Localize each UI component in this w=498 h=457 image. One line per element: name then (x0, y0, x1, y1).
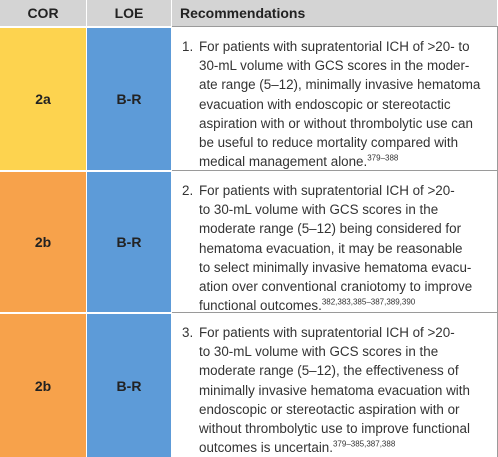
line-text: to 30-mL volume with GCS scores in the (199, 344, 439, 360)
text-line: minimally invasive hematoma evacuation w… (199, 381, 491, 400)
line-text: endoscopic or stereotactic aspiration wi… (199, 401, 460, 417)
line-text: functional outcomes. (199, 298, 322, 314)
header-cor: COR (0, 0, 87, 26)
reference: 379–388 (367, 153, 399, 163)
item-number: 2. (182, 183, 194, 198)
text-line: outcomes is uncertain.379–385,387,388 (199, 438, 491, 457)
line-text: moderate range (5–12), the effectiveness… (199, 363, 459, 379)
line-text: minimally invasive hematoma evacuation w… (199, 382, 470, 398)
line-text: For patients with supratentorial ICH of … (199, 325, 455, 340)
line-text: aspiration with or without thrombolytic … (199, 115, 473, 131)
recommendation-text: For patients with supratentorial ICH of … (199, 181, 491, 315)
loe-cell: B-R (87, 170, 172, 312)
text-line: aspiration with or without thrombolytic … (199, 114, 491, 133)
item-number: 3. (182, 325, 194, 340)
text-line: For patients with supratentorial ICH of … (199, 181, 491, 200)
cor-cell: 2b (0, 170, 87, 312)
text-line: moderate range (5–12) being considered f… (199, 219, 491, 238)
line-text: For patients with supratentorial ICH of … (199, 39, 470, 54)
reference: 379–385,387,388 (332, 439, 396, 449)
line-text: be useful to reduce mortality compared w… (199, 135, 459, 151)
line-text: 30-mL volume with GCS scores in the mode… (199, 58, 470, 74)
line-text: without thrombolytic use to improve func… (199, 421, 470, 437)
cor-cell: 2b (0, 312, 87, 457)
line-text: ation over conventional craniotomy to im… (199, 279, 473, 295)
recommendation-text: For patients with supratentorial ICH of … (199, 37, 491, 171)
text-line: functional outcomes.382,383,385–387,389,… (199, 296, 491, 315)
text-line: 30-mL volume with GCS scores in the mode… (199, 56, 491, 75)
header-loe: LOE (87, 0, 172, 26)
text-line: ation over conventional craniotomy to im… (199, 277, 491, 296)
cor-cell: 2a (0, 26, 87, 170)
text-line: For patients with supratentorial ICH of … (199, 37, 491, 56)
text-line: evacuation with endoscopic or stereotact… (199, 95, 491, 114)
recommendation-cell: 2. For patients with supratentorial ICH o… (172, 170, 498, 315)
line-text: hematoma evacuation, it may be reasonabl… (199, 240, 463, 256)
recommendation-cell: 3. For patients with supratentorial ICH o… (172, 312, 498, 457)
line-text: outcomes is uncertain. (199, 440, 333, 456)
text-line: For patients with supratentorial ICH of … (199, 323, 491, 342)
loe-cell: B-R (87, 26, 172, 170)
text-line: ate range (5–12), minimally invasive hem… (199, 75, 491, 94)
recommendation-text: For patients with supratentorial ICH of … (199, 323, 491, 457)
recommendation-cell: 1. For patients with supratentorial ICH o… (172, 26, 498, 170)
line-text: moderate range (5–12) being considered f… (199, 221, 462, 237)
reference: 382,383,385–387,389,390 (321, 297, 416, 307)
line-text: For patients with supratentorial ICH of … (199, 183, 455, 198)
item-number: 1. (182, 39, 194, 54)
line-text: to 30-mL volume with GCS scores in the (199, 202, 439, 218)
text-line: hematoma evacuation, it may be reasonabl… (199, 239, 491, 258)
text-line: be useful to reduce mortality compared w… (199, 133, 491, 152)
text-line: to 30-mL volume with GCS scores in the (199, 342, 491, 361)
text-line: to select minimally invasive hematoma ev… (199, 258, 491, 277)
line-text: to select minimally invasive hematoma ev… (199, 259, 472, 275)
line-text: evacuation with endoscopic or stereotact… (199, 96, 451, 112)
text-line: moderate range (5–12), the effectiveness… (199, 361, 491, 380)
text-line: medical management alone.379–388 (199, 152, 491, 171)
line-text: ate range (5–12), minimally invasive hem… (199, 77, 481, 93)
loe-cell: B-R (87, 312, 172, 457)
text-line: to 30-mL volume with GCS scores in the (199, 200, 491, 219)
text-line: without thrombolytic use to improve func… (199, 419, 491, 438)
text-line: endoscopic or stereotactic aspiration wi… (199, 400, 491, 419)
header-recommendations: Recommendations (172, 0, 498, 26)
line-text: medical management alone. (199, 154, 368, 170)
